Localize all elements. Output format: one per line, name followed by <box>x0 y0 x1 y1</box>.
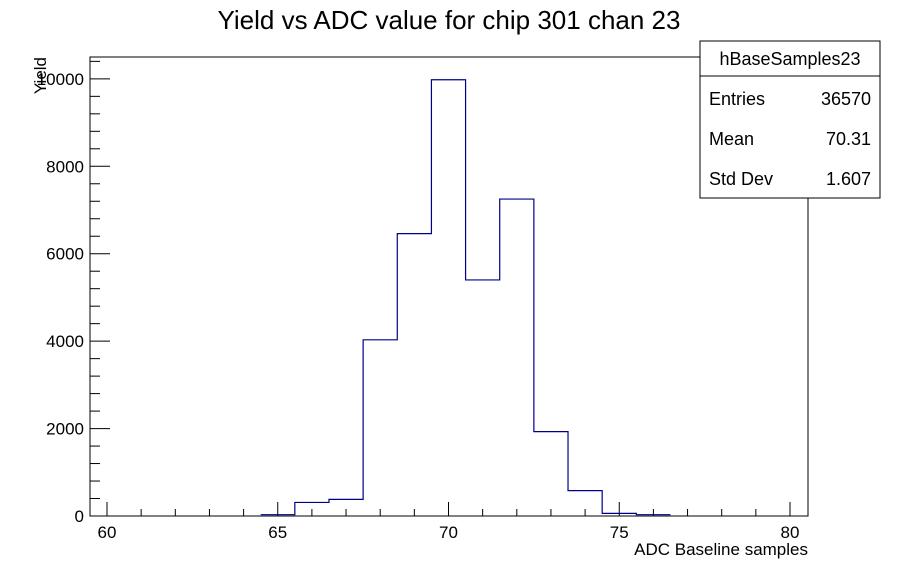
x-axis-ticks <box>106 502 791 516</box>
y-tick-label: 4000 <box>46 332 84 351</box>
x-axis-label: ADC Baseline samples <box>634 540 808 559</box>
histogram-series-line <box>260 79 671 516</box>
y-tick-label: 10000 <box>37 70 84 89</box>
chart-title: Yield vs ADC value for chip 301 chan 23 <box>218 5 681 35</box>
x-axis-tick-labels: 60 65 70 75 80 <box>98 523 800 542</box>
stats-mean-label: Mean <box>709 129 754 149</box>
y-tick-label: 8000 <box>46 157 84 176</box>
stats-box-name: hBaseSamples23 <box>719 49 860 69</box>
stats-stddev-value: 1.607 <box>826 169 871 189</box>
stats-entries-label: Entries <box>709 89 765 109</box>
x-tick-label: 75 <box>610 523 629 542</box>
stats-stddev-label: Std Dev <box>709 169 773 189</box>
x-tick-label: 70 <box>439 523 458 542</box>
stats-box: hBaseSamples23 Entries 36570 Mean 70.31 … <box>699 40 881 199</box>
y-axis-ticks <box>90 60 110 517</box>
y-tick-label: 0 <box>75 507 84 526</box>
x-tick-label: 65 <box>268 523 287 542</box>
x-tick-label: 80 <box>781 523 800 542</box>
y-tick-label: 6000 <box>46 245 84 264</box>
x-tick-label: 60 <box>98 523 117 542</box>
y-axis-tick-labels: 0 2000 4000 6000 8000 10000 <box>37 70 84 526</box>
stats-mean-value: 70.31 <box>826 129 871 149</box>
stats-entries-value: 36570 <box>821 89 871 109</box>
y-axis-label: Yield <box>31 57 50 94</box>
y-tick-label: 2000 <box>46 420 84 439</box>
